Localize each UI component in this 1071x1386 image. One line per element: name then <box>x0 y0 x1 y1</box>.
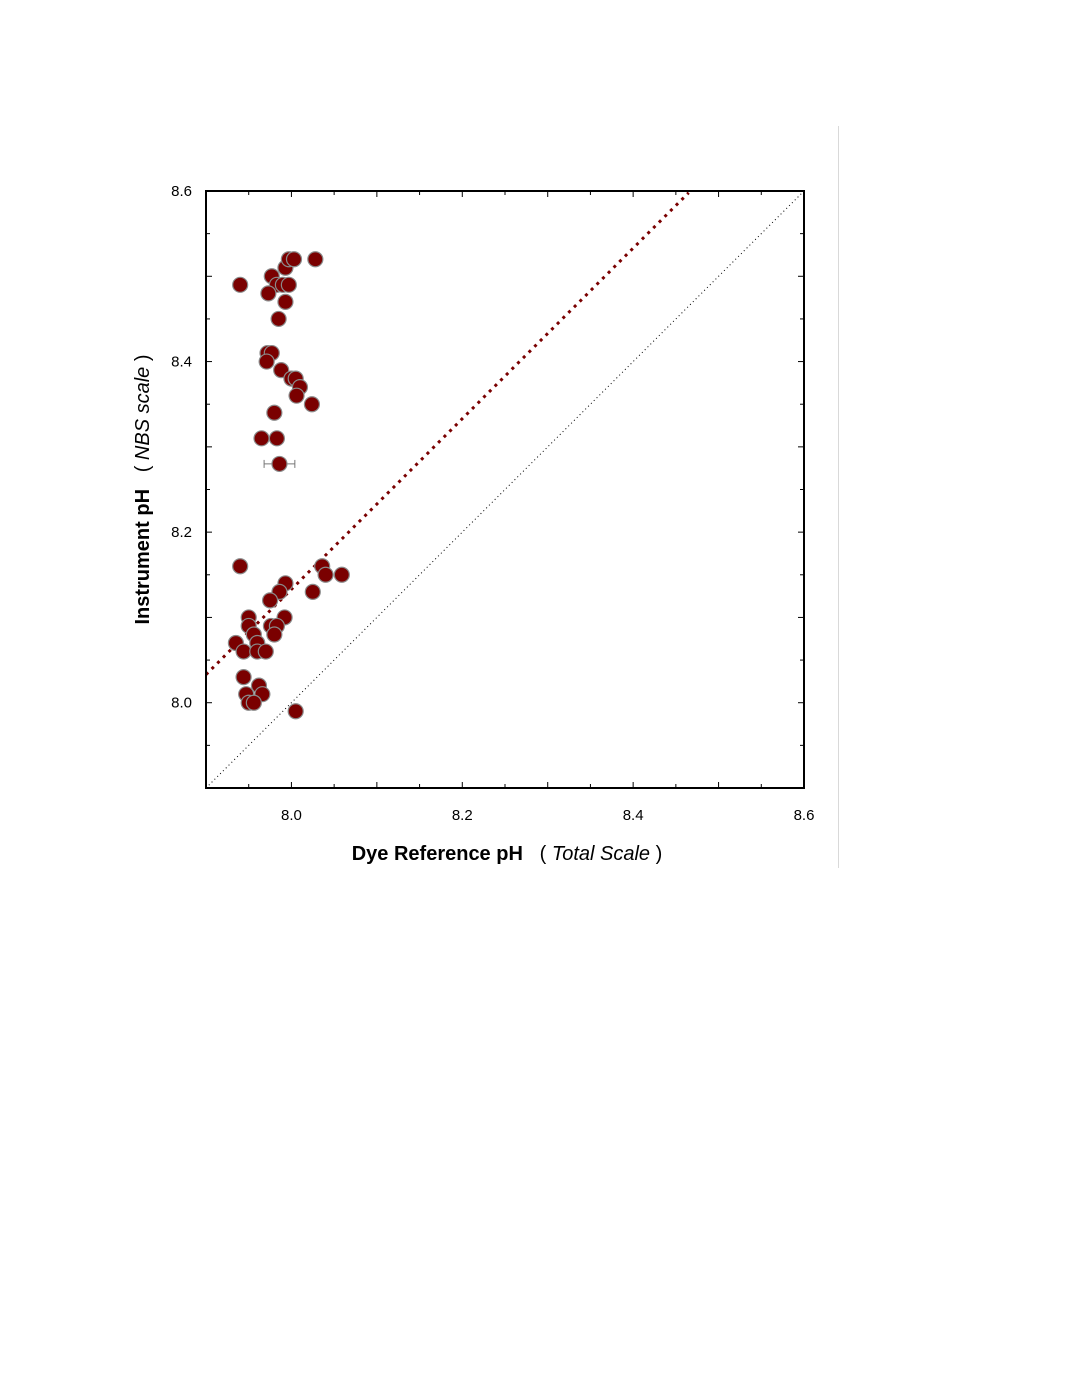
data-point <box>285 251 303 268</box>
data-point <box>257 643 274 660</box>
y-axis-label-main: Instrument pH <box>132 489 154 625</box>
y-tick-label: 8.4 <box>171 354 192 371</box>
one-to-one-line <box>206 191 804 788</box>
y-tick-label: 8.0 <box>171 695 192 712</box>
x-axis-label-paren-close: ) <box>656 843 663 865</box>
x-axis-label: Dye Reference pH ( Total Scale ) <box>352 843 663 865</box>
data-point <box>268 430 286 447</box>
data-point <box>235 643 252 660</box>
data-points <box>227 251 350 720</box>
data-point <box>304 583 321 600</box>
x-axis-label-paren-open: ( <box>540 843 552 865</box>
x-axis-label-scale: Total Scale <box>552 843 650 865</box>
data-point <box>232 276 249 293</box>
data-point <box>261 592 279 609</box>
data-point <box>307 251 324 268</box>
x-tick-label: 8.0 <box>281 807 302 824</box>
y-axis-label-paren-close: ) <box>132 354 154 361</box>
data-point <box>277 293 294 310</box>
y-tick-label: 8.6 <box>171 183 192 200</box>
data-point <box>333 566 350 583</box>
data-point <box>258 353 275 370</box>
x-tick-label: 8.2 <box>452 807 473 824</box>
y-axis-label-scale: NBS scale <box>132 367 154 460</box>
data-point <box>317 566 334 583</box>
data-point <box>287 703 304 720</box>
x-axis-label-open <box>528 843 534 865</box>
data-point <box>232 558 249 575</box>
x-tick-labels: 8.0 8.2 8.4 8.6 <box>281 807 814 824</box>
data-point <box>303 396 321 413</box>
data-point <box>266 626 283 643</box>
data-point <box>253 430 270 447</box>
data-point <box>260 285 277 302</box>
data-point <box>280 276 297 293</box>
x-axis-label-main: Dye Reference pH <box>352 843 523 865</box>
y-tick-label: 8.2 <box>171 524 192 541</box>
axis-ticks <box>205 190 805 789</box>
y-axis-label-paren-open: ( <box>132 460 154 472</box>
y-tick-labels: 8.0 8.2 8.4 8.6 <box>171 183 192 712</box>
data-point <box>245 694 262 711</box>
x-tick-label: 8.4 <box>623 807 644 824</box>
data-point <box>270 310 287 328</box>
page-divider-line <box>838 126 839 868</box>
data-point <box>235 669 252 686</box>
y-axis-label-open <box>132 478 154 484</box>
y-axis-label: Instrument pH ( NBS scale ) <box>132 354 154 624</box>
data-point <box>288 387 305 404</box>
data-point <box>271 455 288 473</box>
x-tick-label: 8.6 <box>794 807 815 824</box>
data-point <box>266 404 283 421</box>
